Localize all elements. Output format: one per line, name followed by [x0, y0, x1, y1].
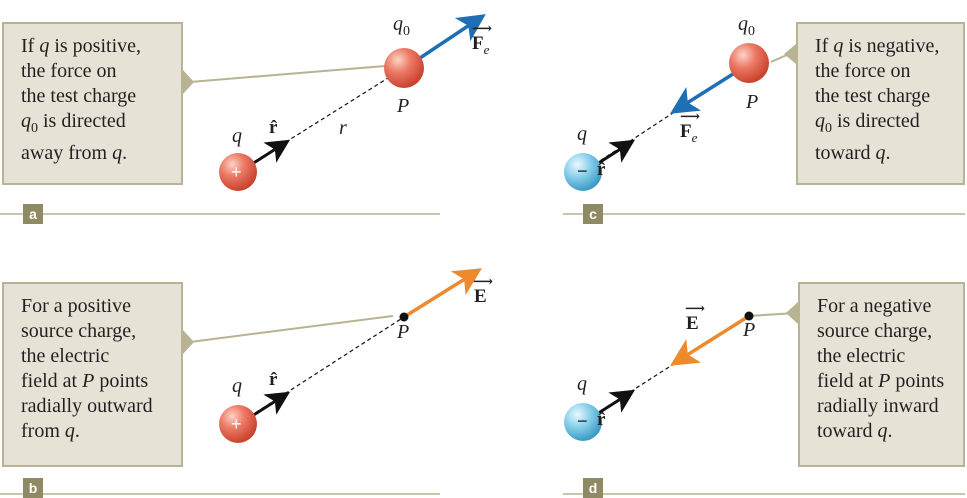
source-label-a: q	[232, 125, 242, 147]
callout-d-text: For a negative source charge, the electric…	[817, 295, 945, 442]
point-label-b: P	[397, 321, 410, 343]
panel-b-graphics	[189, 268, 482, 443]
source-charge-c	[564, 153, 602, 191]
panel-d-graphics	[564, 311, 797, 441]
charge-sign-b: +	[231, 414, 242, 434]
source-label-b: q	[232, 375, 242, 397]
field-arrow-b	[403, 268, 482, 319]
callout-b: For a positive source charge, the electric…	[2, 282, 183, 467]
unit-vector-arrow-b	[251, 391, 291, 418]
rhat-label-d: r̂	[597, 409, 606, 430]
test-charge-c	[729, 43, 769, 83]
callout-pointer-line-b	[189, 315, 394, 343]
point-p-d	[744, 311, 754, 321]
point-p-b	[399, 312, 409, 322]
callout-pointer-line-c	[770, 53, 790, 63]
test-charge-label-a: q0	[393, 13, 410, 39]
force-arrow-a	[419, 14, 486, 60]
rhat-label-a: r̂	[269, 117, 278, 138]
point-label-d: P	[743, 319, 756, 341]
force-label-a: ⟶ Fe	[472, 22, 493, 57]
panel-tag-c: c	[583, 204, 603, 224]
callout-a: If q is positive, the force on the test ch…	[2, 22, 183, 185]
source-charge-d	[564, 403, 602, 441]
panel-a-graphics	[189, 14, 486, 191]
panel-tag-d: d	[583, 478, 603, 498]
point-label-c: P	[746, 91, 759, 113]
callout-a-text: If q is positive, the force on the test ch…	[21, 35, 141, 164]
rhat-label-c: r̂	[597, 159, 606, 180]
callout-c-text: If q is negative, the force on the test ch…	[815, 35, 940, 164]
unit-vector-arrow-a	[251, 139, 291, 166]
separation-dashed-line-c	[582, 62, 750, 173]
callout-d: For a negative source charge, the electric…	[798, 282, 965, 467]
charge-sign-a: +	[231, 162, 242, 182]
field-arrow-d	[670, 314, 750, 366]
separation-dashed-line-b	[237, 316, 405, 425]
panel-c-graphics	[564, 43, 790, 191]
force-label-c: ⟶ Fe	[680, 110, 701, 145]
source-label-c: q	[577, 123, 587, 145]
rhat-label-b: r̂	[269, 369, 278, 390]
source-charge-a	[219, 153, 257, 191]
source-charge-b	[219, 405, 257, 443]
callout-b-text: For a positive source charge, the electric…	[21, 295, 153, 442]
charge-sign-d: −	[577, 411, 588, 431]
distance-label-r: r	[339, 117, 347, 139]
point-label-a: P	[397, 95, 410, 117]
separation-dashed-line-a	[237, 67, 405, 173]
charge-sign-c: −	[577, 161, 588, 181]
callout-c: If q is negative, the force on the test ch…	[796, 22, 965, 185]
panel-tag-b: b	[23, 478, 43, 498]
unit-vector-arrow-d	[596, 389, 636, 416]
unit-vector-arrow-c	[596, 139, 636, 166]
callout-pointer-line-d	[748, 312, 797, 317]
callout-pointer-line-a	[189, 65, 386, 83]
force-arrow-c	[670, 72, 734, 114]
test-charge-label-c: q0	[738, 13, 755, 39]
panel-tag-a: a	[23, 204, 43, 224]
field-label-d: ⟶ E	[685, 302, 706, 334]
field-label-b: ⟶ E	[473, 275, 494, 307]
source-label-d: q	[577, 373, 587, 395]
test-charge-a	[384, 48, 424, 88]
